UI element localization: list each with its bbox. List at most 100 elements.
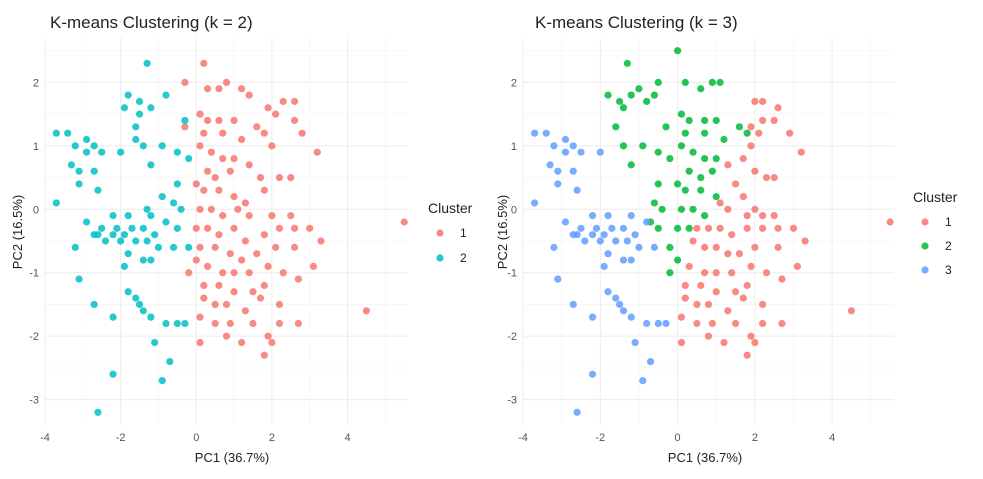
data-point-cluster-2 bbox=[677, 110, 686, 118]
data-point-cluster-2 bbox=[143, 59, 151, 67]
data-point-cluster-1 bbox=[685, 262, 693, 270]
data-point-cluster-2 bbox=[697, 85, 705, 93]
data-point-cluster-1 bbox=[759, 212, 767, 220]
data-point-cluster-1 bbox=[241, 199, 250, 207]
data-point-cluster-1 bbox=[196, 243, 204, 251]
data-point-cluster-1 bbox=[268, 338, 276, 347]
data-point-cluster-2 bbox=[169, 199, 178, 207]
data-point-cluster-2 bbox=[681, 186, 689, 194]
data-point-cluster-2 bbox=[109, 212, 117, 220]
data-point-cluster-1 bbox=[226, 319, 234, 328]
data-point-cluster-3 bbox=[592, 224, 601, 232]
data-point-cluster-1 bbox=[724, 307, 732, 315]
data-point-cluster-3 bbox=[596, 148, 604, 156]
data-point-cluster-1 bbox=[203, 224, 212, 232]
data-point-cluster-1 bbox=[219, 212, 227, 220]
data-point-cluster-2 bbox=[677, 205, 686, 213]
data-point-cluster-1 bbox=[801, 237, 809, 245]
data-point-cluster-2 bbox=[135, 97, 144, 106]
data-point-cluster-3 bbox=[619, 307, 628, 315]
data-point-cluster-1 bbox=[751, 338, 759, 347]
data-point-cluster-1 bbox=[693, 319, 701, 328]
data-point-cluster-1 bbox=[751, 97, 759, 106]
data-point-cluster-1 bbox=[739, 193, 747, 201]
data-point-cluster-1 bbox=[755, 129, 763, 137]
data-point-cluster-2 bbox=[75, 275, 83, 283]
data-point-cluster-1 bbox=[704, 300, 713, 309]
data-point-cluster-3 bbox=[631, 338, 639, 347]
data-point-cluster-1 bbox=[762, 269, 771, 277]
data-point-cluster-2 bbox=[143, 237, 151, 245]
data-point-cluster-3 bbox=[588, 231, 597, 239]
data-point-cluster-2 bbox=[181, 116, 189, 125]
data-point-cluster-1 bbox=[219, 129, 227, 137]
legend-title: Cluster bbox=[428, 200, 473, 216]
data-point-cluster-3 bbox=[627, 313, 635, 321]
data-point-cluster-3 bbox=[554, 180, 562, 188]
data-point-cluster-2 bbox=[109, 313, 117, 321]
x-tick-label: 4 bbox=[829, 432, 835, 444]
data-point-cluster-1 bbox=[701, 243, 709, 251]
data-point-cluster-2 bbox=[139, 256, 147, 264]
data-point-cluster-1 bbox=[260, 231, 268, 239]
data-point-cluster-2 bbox=[181, 319, 189, 328]
data-point-cluster-3 bbox=[623, 237, 631, 245]
data-point-cluster-2 bbox=[109, 231, 117, 239]
data-point-cluster-2 bbox=[151, 338, 159, 347]
data-point-cluster-1 bbox=[290, 116, 299, 125]
data-point-cluster-1 bbox=[238, 256, 246, 264]
data-point-cluster-2 bbox=[120, 262, 129, 270]
data-point-cluster-1 bbox=[238, 338, 246, 347]
data-point-cluster-2 bbox=[147, 104, 155, 112]
data-point-cluster-1 bbox=[774, 224, 782, 232]
data-point-cluster-2 bbox=[662, 123, 670, 131]
data-point-cluster-2 bbox=[173, 224, 181, 232]
data-point-cluster-1 bbox=[735, 250, 744, 258]
data-point-cluster-2 bbox=[162, 218, 170, 226]
data-point-cluster-1 bbox=[743, 224, 751, 232]
y-tick-label: -1 bbox=[29, 268, 39, 280]
data-point-cluster-1 bbox=[712, 288, 720, 296]
chart-title: K-means Clustering (k = 3) bbox=[535, 13, 738, 32]
data-point-cluster-1 bbox=[264, 262, 272, 270]
data-point-cluster-3 bbox=[643, 319, 651, 328]
data-point-cluster-2 bbox=[185, 154, 193, 163]
y-axis-label: PC2 (16.5%) bbox=[10, 195, 25, 269]
data-point-cluster-1 bbox=[290, 243, 299, 251]
data-point-cluster-2 bbox=[650, 91, 658, 99]
legend-label-1: 1 bbox=[460, 226, 467, 240]
data-point-cluster-2 bbox=[90, 300, 98, 309]
data-point-cluster-1 bbox=[226, 167, 234, 175]
legend-key-1 bbox=[436, 229, 444, 237]
data-point-cluster-2 bbox=[166, 357, 174, 366]
y-tick-label: 0 bbox=[33, 204, 39, 216]
data-point-cluster-1 bbox=[241, 307, 250, 315]
data-point-cluster-2 bbox=[124, 212, 132, 220]
x-axis-label: PC1 (36.7%) bbox=[668, 450, 742, 465]
data-point-cluster-1 bbox=[200, 186, 208, 194]
data-point-cluster-3 bbox=[619, 256, 628, 264]
data-point-cluster-1 bbox=[260, 281, 268, 290]
data-point-cluster-3 bbox=[569, 231, 577, 239]
data-point-cluster-3 bbox=[577, 148, 585, 156]
data-point-cluster-1 bbox=[290, 97, 299, 106]
data-point-cluster-3 bbox=[588, 370, 597, 378]
data-point-cluster-2 bbox=[64, 129, 72, 137]
data-point-cluster-1 bbox=[238, 135, 246, 144]
data-point-cluster-1 bbox=[207, 205, 215, 213]
data-point-cluster-2 bbox=[720, 135, 728, 144]
data-point-cluster-2 bbox=[154, 243, 163, 251]
x-tick-label: -4 bbox=[518, 432, 528, 444]
legend-key-1 bbox=[921, 218, 929, 226]
data-point-cluster-1 bbox=[762, 173, 771, 182]
data-point-cluster-3 bbox=[561, 148, 570, 156]
data-point-cluster-1 bbox=[759, 97, 767, 106]
data-point-cluster-3 bbox=[616, 300, 624, 309]
data-point-cluster-2 bbox=[708, 78, 716, 87]
data-point-cluster-1 bbox=[712, 269, 720, 277]
data-point-cluster-3 bbox=[554, 167, 562, 175]
data-point-cluster-1 bbox=[200, 129, 208, 137]
y-axis-label: PC2 (16.5%) bbox=[495, 195, 510, 269]
data-point-cluster-2 bbox=[120, 231, 129, 239]
data-point-cluster-2 bbox=[654, 180, 662, 188]
